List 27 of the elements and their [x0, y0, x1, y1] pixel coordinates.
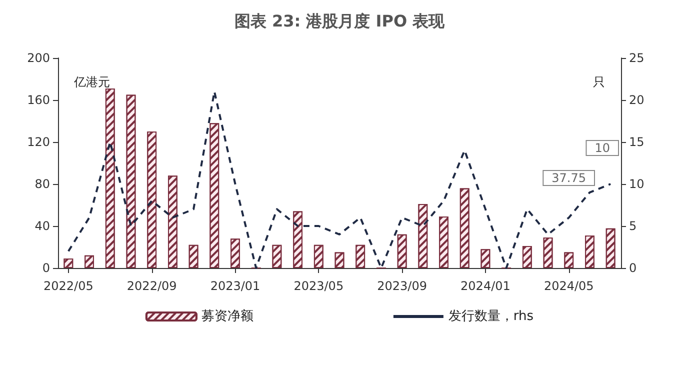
- y2-tick-label: 25: [629, 51, 644, 65]
- y-tick-label: 0: [42, 261, 50, 275]
- y-tick-label: 120: [27, 135, 50, 149]
- y-tick-label: 40: [34, 219, 50, 233]
- y2-tick-label: 5: [629, 219, 637, 233]
- y-axis-title: 亿港元: [73, 75, 110, 89]
- y-tick-label: 200: [27, 51, 50, 65]
- x-tick-label: 2023/09: [377, 279, 427, 293]
- y-tick-label: 160: [27, 93, 50, 107]
- x-tick-label: 2024/01: [460, 279, 510, 293]
- y2-tick-label: 0: [629, 261, 637, 275]
- annotation: 10: [594, 141, 610, 155]
- y2-tick-label: 10: [629, 177, 644, 191]
- line-series: [67, 90, 612, 269]
- x-tick-label: 2023/05: [294, 279, 344, 293]
- x-tick-label: 2022/09: [126, 279, 177, 293]
- y-tick-label: 80: [34, 177, 50, 191]
- y2-axis-title: 只: [593, 75, 605, 89]
- annotation: 37.75: [552, 171, 586, 185]
- legend-label: 发行数量，rhs: [448, 309, 534, 324]
- x-tick-label: 2022/05: [43, 279, 94, 293]
- y2-tick-label: 15: [629, 135, 644, 149]
- y2-tick-label: 20: [629, 93, 644, 107]
- legend-label: 募资净额: [201, 309, 254, 324]
- x-tick-label: 2024/05: [544, 279, 594, 293]
- x-tick-label: 2023/01: [210, 279, 260, 293]
- chart-title: 图表 23: 港股月度 IPO 表现: [234, 12, 446, 30]
